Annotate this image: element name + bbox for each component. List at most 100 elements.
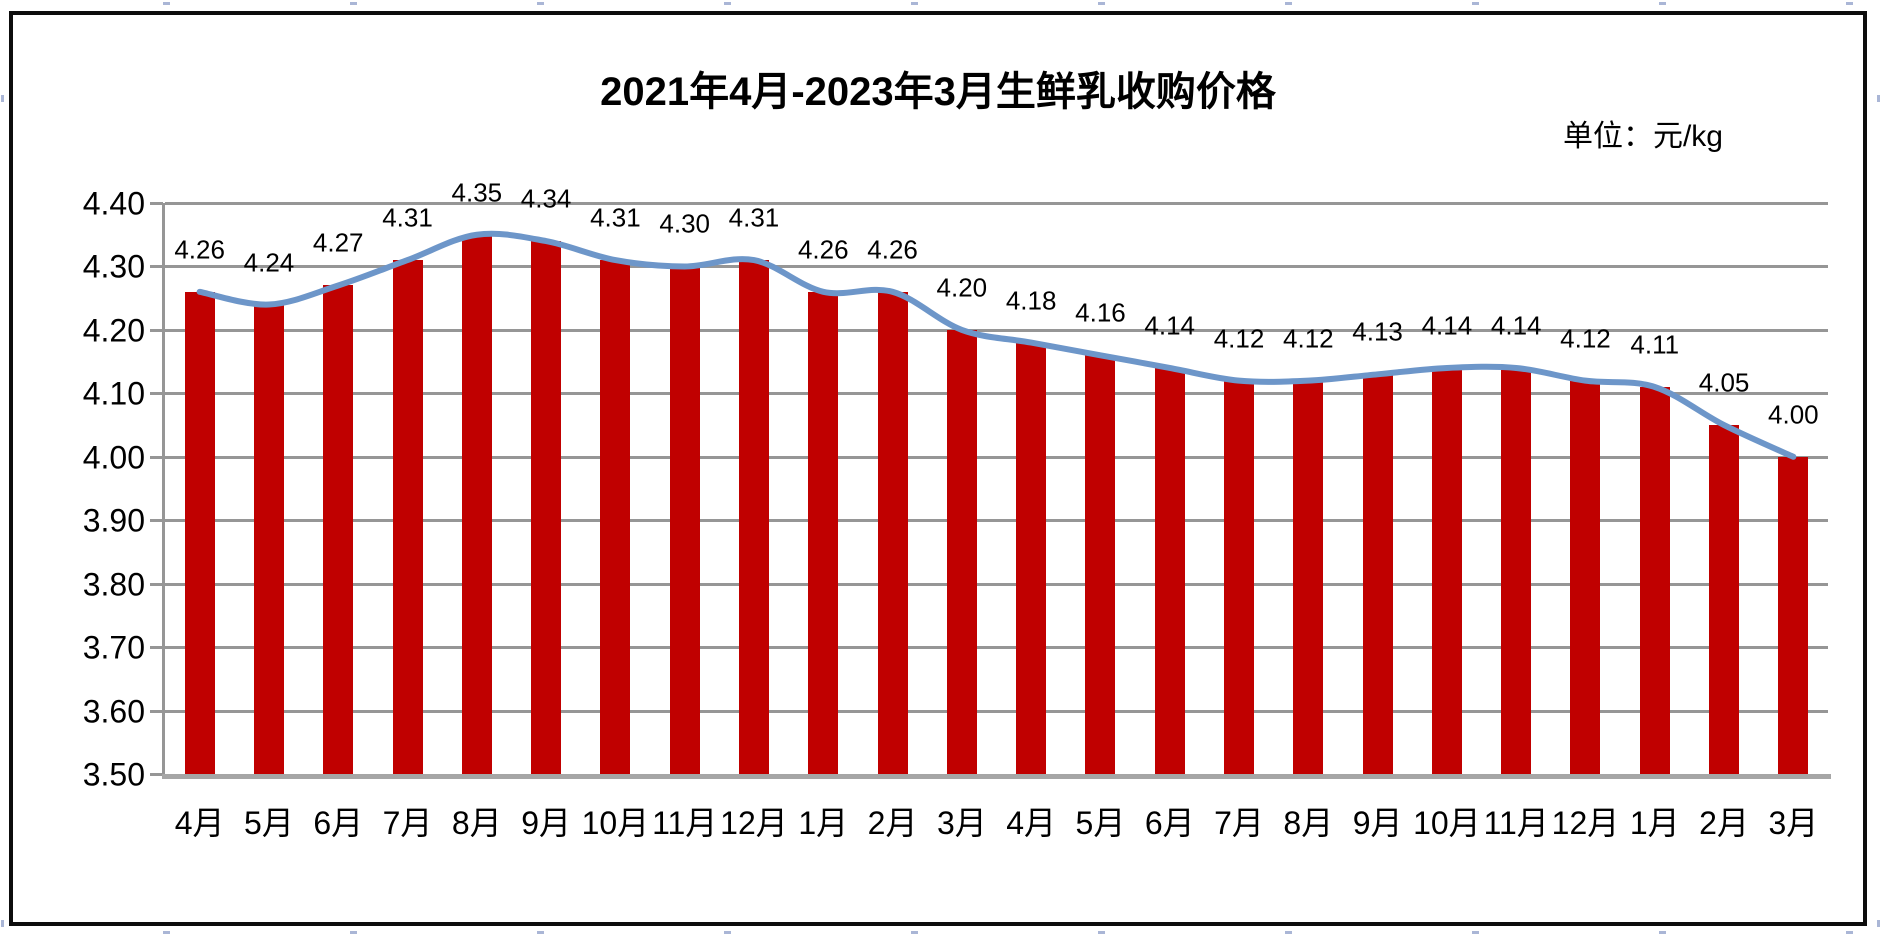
sheet-gridline-tick xyxy=(724,2,731,5)
data-label: 4.35 xyxy=(451,177,503,208)
x-axis-label: 8月 xyxy=(451,805,502,841)
y-axis-label: 4.10 xyxy=(82,375,145,412)
gridline xyxy=(165,646,1828,650)
data-label: 4.24 xyxy=(243,247,295,277)
sheet-gridline-tick xyxy=(1846,931,1853,934)
chart-title: 2021年4月-2023年3月生鲜乳收购价格 xyxy=(600,70,1276,114)
x-axis-label: 12月 xyxy=(720,805,788,841)
x-axis-label: 11月 xyxy=(1483,805,1549,841)
sheet-gridline-tick xyxy=(163,931,170,934)
y-axis-label: 3.70 xyxy=(82,629,145,666)
bar xyxy=(1085,355,1116,774)
x-axis-label: 4月 xyxy=(174,805,225,841)
sheet-gridline-tick xyxy=(911,931,918,934)
gridline xyxy=(165,328,1828,332)
x-axis-label: 8月 xyxy=(1283,805,1334,841)
y-axis-tick xyxy=(150,455,163,459)
x-axis-label: 3月 xyxy=(936,805,987,841)
data-label: 4.31 xyxy=(382,202,433,233)
gridline xyxy=(165,392,1828,396)
y-axis-line xyxy=(162,203,165,776)
data-label: 4.12 xyxy=(1213,323,1265,354)
bar xyxy=(184,291,215,774)
sheet-gridline-tick xyxy=(1098,2,1105,5)
bar xyxy=(1501,367,1532,774)
sheet-gridline-tick xyxy=(724,931,731,934)
data-label: 4.26 xyxy=(174,234,225,265)
sheet-gridline-tick xyxy=(1285,2,1292,5)
bar xyxy=(531,241,562,774)
bar xyxy=(1639,386,1670,774)
bar xyxy=(1154,367,1185,774)
x-axis-label: 11月 xyxy=(652,805,718,841)
data-label: 4.12 xyxy=(1283,323,1334,354)
x-axis-label: 2月 xyxy=(867,805,918,841)
gridline xyxy=(165,519,1828,523)
x-axis-label: 10月 xyxy=(1413,805,1481,841)
y-axis-tick xyxy=(150,392,163,396)
data-label: 4.31 xyxy=(728,202,780,233)
y-axis-tick xyxy=(150,646,163,650)
y-axis-label: 3.60 xyxy=(82,693,145,730)
bar xyxy=(1293,380,1324,774)
sheet-gridline-tick xyxy=(1472,2,1479,5)
data-label: 4.27 xyxy=(312,227,364,258)
data-label: 4.26 xyxy=(867,234,918,265)
data-label: 4.34 xyxy=(520,183,572,214)
x-axis-label: 12月 xyxy=(1551,805,1620,841)
data-label: 4.13 xyxy=(1352,316,1403,347)
sheet-gridline-tick xyxy=(537,2,544,5)
x-axis-label: 4月 xyxy=(1006,805,1057,841)
y-axis-tick xyxy=(150,328,163,332)
data-label: 4.16 xyxy=(1075,297,1126,328)
y-axis-tick xyxy=(150,265,163,269)
bar xyxy=(1362,374,1393,774)
bar xyxy=(253,304,284,774)
data-label: 4.11 xyxy=(1630,329,1680,360)
sheet-gridline-tick xyxy=(1472,931,1479,934)
bar xyxy=(1570,380,1601,774)
x-axis-label: 6月 xyxy=(1144,805,1195,841)
sheet-gridline-tick xyxy=(1098,931,1105,934)
x-axis-label: 7月 xyxy=(382,805,433,841)
y-axis-tick xyxy=(150,202,163,205)
y-axis-label: 4.00 xyxy=(82,439,145,476)
data-label: 4.05 xyxy=(1698,367,1750,398)
y-axis-label: 3.50 xyxy=(82,756,145,793)
x-axis-label: 9月 xyxy=(521,805,571,841)
bar xyxy=(669,266,700,774)
x-axis-label: 5月 xyxy=(1075,805,1126,841)
bar xyxy=(392,260,423,774)
sheet-gridline-tick xyxy=(350,2,357,5)
sheet-gridline-tick xyxy=(537,931,544,934)
bar xyxy=(1016,342,1047,774)
x-axis-label: 9月 xyxy=(1352,805,1403,841)
data-label: 4.14 xyxy=(1490,310,1542,341)
bar xyxy=(600,260,631,774)
x-axis-line xyxy=(162,774,1831,779)
x-axis-label: 1月 xyxy=(1629,805,1680,841)
x-axis-label: 5月 xyxy=(244,805,294,841)
bar xyxy=(1709,425,1740,774)
data-label: 4.26 xyxy=(797,234,849,265)
y-axis-label: 4.40 xyxy=(82,185,145,222)
sheet-gridline-tick xyxy=(1659,931,1666,934)
gridline xyxy=(165,455,1828,459)
bar xyxy=(877,291,908,774)
data-label: 4.00 xyxy=(1768,399,1819,430)
gridline xyxy=(165,582,1828,586)
data-label: 4.18 xyxy=(1005,285,1057,316)
data-label: 4.30 xyxy=(659,208,710,239)
y-axis-label: 3.90 xyxy=(82,502,145,539)
gridline xyxy=(165,709,1828,713)
sheet-gridline-tick xyxy=(1,920,4,927)
y-axis-label: 4.20 xyxy=(82,312,145,349)
gridline xyxy=(165,202,1828,205)
bar xyxy=(808,291,839,774)
data-label: 4.12 xyxy=(1560,323,1611,354)
sheet-gridline-tick xyxy=(1846,2,1853,5)
bar xyxy=(1224,380,1255,774)
bar xyxy=(461,234,492,774)
sheet-gridline-tick xyxy=(350,931,357,934)
